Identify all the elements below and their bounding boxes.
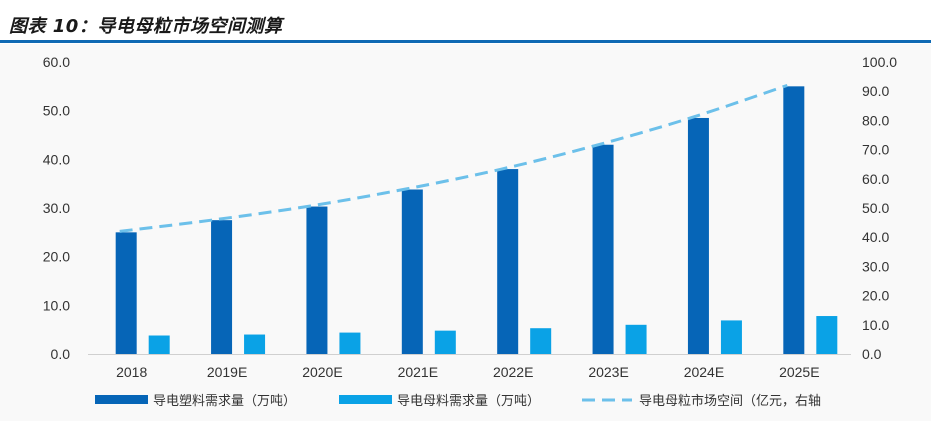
y-left-tick-label: 10.0 [43, 297, 70, 313]
x-tick-label: 2024E [684, 364, 724, 380]
bar-conductive-plastic-demand [783, 86, 805, 355]
x-tick-label: 2018 [116, 364, 147, 380]
x-tick-label: 2019E [207, 364, 247, 380]
y-right-tick-label: 0.0 [862, 346, 882, 362]
bar-conductive-masterbatch-demand [816, 316, 838, 354]
y-right-tick-label: 60.0 [862, 171, 889, 187]
chart-panel: 0.0 10.0 20.0 30.0 40.0 50.0 60.0 0.0 10.0 20.0 30… [0, 44, 931, 421]
combo-chart: 0.0 10.0 20.0 30.0 40.0 50.0 60.0 0.0 10.0 20.0 30… [43, 54, 897, 409]
legend-label-masterbatch-demand: 导电母料需求量（万吨） [397, 394, 540, 409]
bar-conductive-masterbatch-demand [148, 335, 170, 354]
legend-swatch-plastic-demand [95, 395, 148, 404]
bar-conductive-masterbatch-demand [720, 320, 742, 354]
y-right-tick-label: 100.0 [862, 54, 897, 70]
y-left-tick-label: 20.0 [43, 249, 70, 265]
legend-label-market-size: 导电母粒市场空间（亿元，右轴 [639, 393, 821, 409]
chart-title: 图表 10：导电母粒市场空间测算 [9, 16, 283, 37]
bar-conductive-masterbatch-demand [244, 334, 266, 354]
line-masterbatch-market-size [119, 83, 788, 233]
x-tick-label: 2021E [398, 364, 438, 380]
x-tick-label: 2020E [302, 364, 342, 380]
y-right-tick-label: 70.0 [862, 142, 889, 158]
y-right-tick-label: 80.0 [862, 112, 889, 128]
bar-conductive-masterbatch-demand [434, 330, 456, 354]
y-left-tick-label: 40.0 [43, 151, 70, 167]
legend-label-plastic-demand: 导电塑料需求量（万吨） [153, 394, 296, 409]
x-tick-label: 2025E [779, 364, 819, 380]
x-tick-label: 2023E [588, 364, 628, 380]
bar-conductive-plastic-demand [211, 220, 233, 354]
bar-conductive-plastic-demand [115, 232, 137, 354]
y-left-tick-label: 50.0 [43, 103, 70, 119]
y-right-tick-label: 40.0 [862, 229, 889, 245]
legend-swatch-masterbatch-demand [339, 395, 392, 404]
title-underline [0, 40, 931, 43]
y-left-tick-label: 30.0 [43, 200, 70, 216]
y-right-tick-label: 10.0 [862, 317, 889, 333]
bar-conductive-masterbatch-demand [530, 328, 552, 354]
y-left-tick-label: 60.0 [43, 54, 70, 70]
bar-conductive-plastic-demand [401, 189, 423, 354]
bar-conductive-plastic-demand [497, 169, 519, 354]
y-right-tick-label: 30.0 [862, 258, 889, 274]
x-tick-label: 2022E [493, 364, 533, 380]
y-right-tick-label: 50.0 [862, 200, 889, 216]
y-right-tick-label: 20.0 [862, 288, 889, 304]
bar-conductive-plastic-demand [687, 117, 709, 354]
y-left-tick-label: 0.0 [51, 346, 71, 362]
y-right-tick-label: 90.0 [862, 83, 889, 99]
bar-conductive-masterbatch-demand [625, 324, 647, 354]
bar-conductive-plastic-demand [592, 144, 614, 354]
bar-conductive-plastic-demand [306, 206, 328, 354]
bar-conductive-masterbatch-demand [339, 332, 361, 354]
chart-header: 图表 10：导电母粒市场空间测算 [0, 0, 931, 44]
